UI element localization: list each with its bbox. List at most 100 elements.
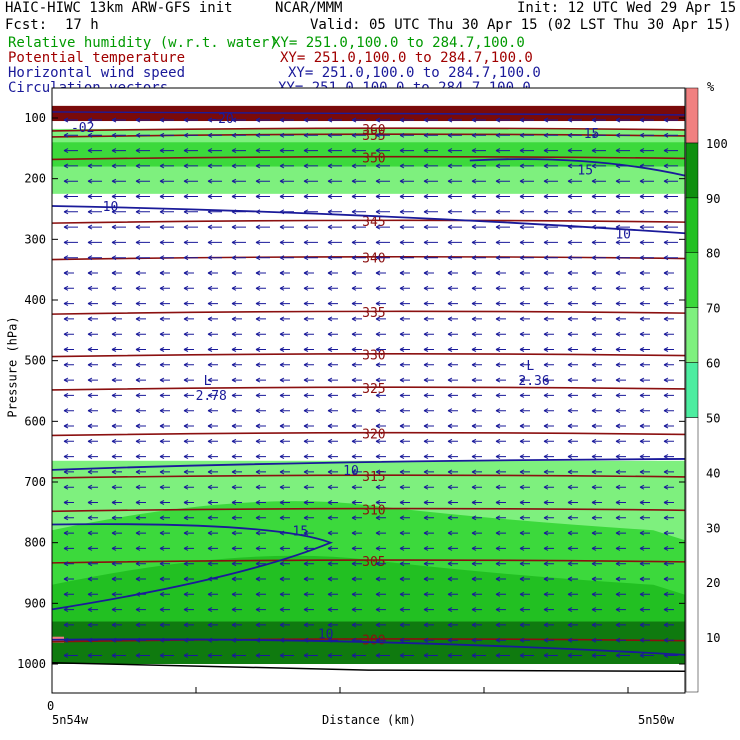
wind-vector <box>135 484 146 490</box>
colorbar-swatch <box>685 197 699 253</box>
wind-vector <box>111 224 126 230</box>
wind-vector <box>351 377 362 383</box>
wind-vector <box>351 194 366 199</box>
wind-vector <box>423 392 434 398</box>
wind-vector <box>519 607 530 613</box>
wind-vector <box>663 132 678 138</box>
wind-vector <box>399 530 410 536</box>
wind-vector <box>495 500 506 505</box>
wind-vector <box>351 561 362 567</box>
wind-vector <box>231 423 242 429</box>
wind-vector <box>255 408 266 414</box>
wind-vector <box>423 561 434 567</box>
wind-vector <box>207 224 222 230</box>
wind-vector <box>303 132 318 138</box>
wind-vector <box>399 607 410 613</box>
wind-vector <box>423 622 434 628</box>
wind-vector <box>519 591 530 597</box>
y-tick-label: 300 <box>24 232 46 246</box>
wind-vector <box>63 576 74 582</box>
wind-vector <box>591 362 602 368</box>
wind-vector <box>663 438 674 444</box>
wind-vector <box>519 622 530 628</box>
wind-vector <box>399 561 410 567</box>
wind-vector <box>375 239 390 245</box>
wind-vector <box>447 530 458 536</box>
theta-contour <box>51 559 686 564</box>
wind-vector <box>351 408 362 414</box>
wind-vector <box>495 530 506 536</box>
wind-vector <box>423 132 438 138</box>
wind-vector <box>63 117 78 123</box>
wind-vector <box>591 163 606 169</box>
wind-vector <box>471 148 486 154</box>
wind-vector <box>351 484 362 490</box>
theta-contour <box>51 386 686 391</box>
wind-vector <box>255 362 266 368</box>
wind-vector <box>375 653 390 658</box>
wind-vector <box>471 637 482 643</box>
wind-vector <box>663 285 674 291</box>
wind-vector <box>135 515 146 521</box>
wind-vector <box>111 316 122 322</box>
wind-vector <box>495 194 510 199</box>
wind-vector <box>495 637 506 643</box>
wind-vector <box>639 469 650 475</box>
wind-vector <box>159 132 174 138</box>
wind-vector <box>375 515 386 521</box>
wind-vector <box>159 500 170 505</box>
wind-vector <box>303 515 314 521</box>
wind-vector <box>663 362 674 368</box>
wind-label: 10 <box>318 628 334 643</box>
wind-vector <box>663 316 674 322</box>
wind-vector <box>87 377 98 383</box>
wind-vector <box>255 316 266 322</box>
wind-vector <box>351 607 362 613</box>
wind-vector <box>495 316 506 322</box>
wind-vector <box>135 423 146 429</box>
wind-vector <box>615 530 626 536</box>
wind-vector <box>471 163 486 169</box>
wind-vector <box>519 377 530 383</box>
colorbar-swatch <box>685 307 699 363</box>
wind-vector <box>399 331 410 337</box>
wind-vector <box>327 469 338 475</box>
wind-vector <box>207 285 218 291</box>
wind-vector <box>327 622 338 628</box>
wind-vector <box>303 117 318 123</box>
wind-vector <box>567 163 582 169</box>
wind-vector <box>375 224 390 230</box>
wind-vector <box>63 285 74 291</box>
wind-vector <box>663 255 678 261</box>
wind-vector <box>135 117 150 123</box>
wind-vector <box>255 500 266 505</box>
wind-vector <box>327 484 338 490</box>
theta-contour <box>51 431 686 437</box>
wind-vector <box>207 561 218 567</box>
wind-vector <box>519 530 530 536</box>
wind-vector <box>543 255 558 261</box>
wind-vector <box>471 469 482 475</box>
wind-vector <box>159 148 174 154</box>
wind-vector <box>279 607 290 613</box>
wind-vector <box>447 576 458 582</box>
wind-vector <box>447 545 458 551</box>
wind-vector <box>351 224 366 230</box>
wind-vector <box>375 607 386 613</box>
wind-vector <box>543 331 554 337</box>
wind-vector <box>447 163 462 169</box>
wind-vector <box>63 454 74 460</box>
wind-vector <box>111 178 126 184</box>
wind-vector <box>591 239 606 245</box>
wind-vector <box>159 438 170 444</box>
wind-vector <box>231 347 242 352</box>
wind-vector <box>111 148 126 154</box>
wind-vector <box>519 362 530 368</box>
wind-vector <box>111 561 122 567</box>
wind-vector <box>375 316 386 322</box>
wind-vector <box>495 178 510 184</box>
wind-vector <box>183 484 194 490</box>
wind-vector <box>447 132 462 138</box>
field-name-theta: Potential temperature <box>8 50 186 66</box>
